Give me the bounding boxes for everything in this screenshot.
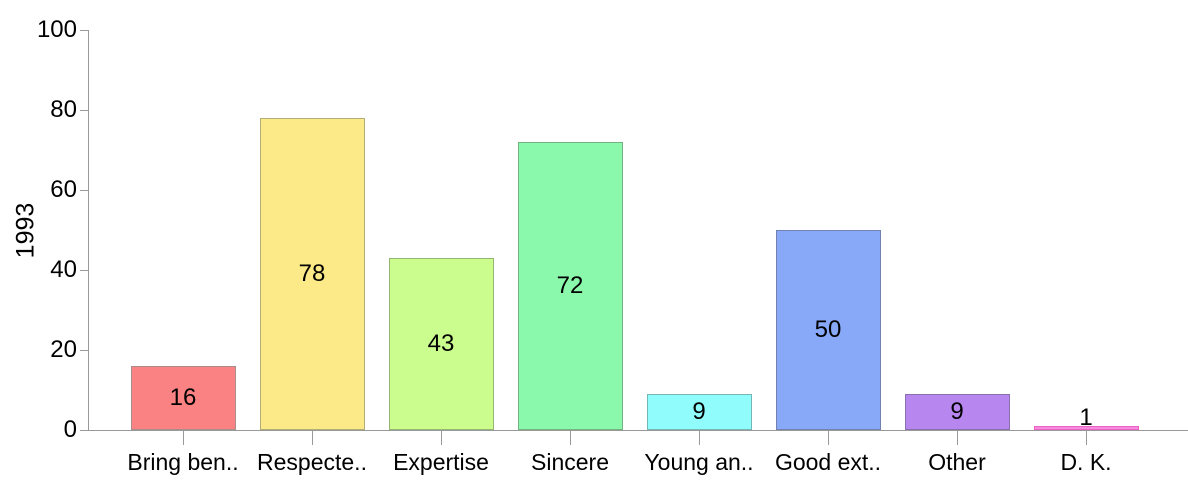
y-tick-mark [80, 30, 89, 31]
x-category-label: Sincere [531, 449, 609, 475]
x-tick-mark [312, 430, 313, 445]
x-tick-mark [699, 430, 700, 445]
x-category-label: Good ext.. [774, 449, 882, 475]
y-tick-label: 0 [63, 416, 77, 443]
y-tick-label: 20 [50, 336, 77, 363]
bar-d-k [1033, 426, 1139, 430]
bar-bring-ben [130, 366, 236, 430]
y-tick-label: 60 [50, 176, 77, 203]
x-tick-mark [570, 430, 571, 445]
x-category-label: Bring ben.. [127, 449, 239, 475]
x-category-label: D. K. [1060, 449, 1112, 475]
y-tick-label: 40 [50, 256, 77, 283]
y-tick-mark [80, 110, 89, 111]
x-tick-mark [183, 430, 184, 445]
bar-sincere [517, 142, 623, 430]
bar-respecte [259, 118, 365, 430]
y-tick-mark [80, 430, 89, 431]
x-tick-mark [957, 430, 958, 445]
x-category-label: Young an.. [644, 449, 754, 475]
x-category-label: Other [928, 449, 986, 475]
plot-area: 0 20 40 60 80 100 16 Bring ben.. 78 Respecte.. 43 E… [37, 16, 1188, 475]
y-tick-mark [80, 350, 89, 351]
y-tick-mark [80, 270, 89, 271]
y-tick-label: 100 [36, 16, 77, 43]
x-tick-mark [828, 430, 829, 445]
y-tick-mark [80, 190, 89, 191]
bar-other [904, 394, 1010, 430]
y-tick-label: 80 [50, 96, 77, 123]
x-tick-mark [1086, 430, 1087, 445]
bar-young-an [646, 394, 752, 430]
bar-expertise [388, 258, 494, 430]
y-axis-title-wrap: 1993 [0, 30, 52, 430]
x-tick-mark [441, 430, 442, 445]
bar-good-ext [775, 230, 881, 430]
x-category-label: Expertise [393, 449, 489, 475]
x-category-label: Respecte.. [257, 449, 367, 475]
y-axis-title: 1993 [11, 202, 40, 258]
